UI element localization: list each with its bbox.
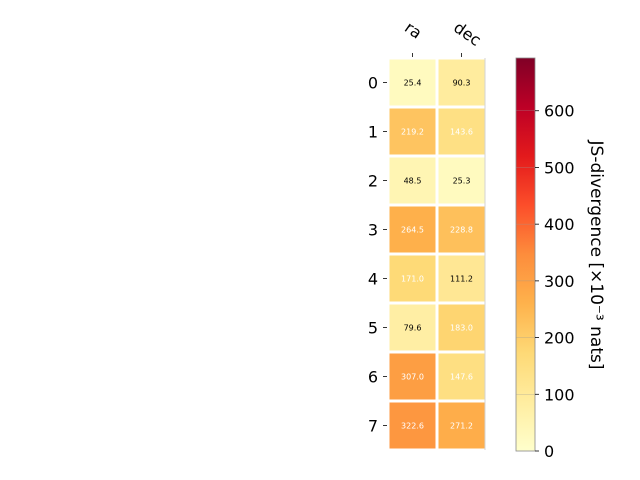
heatmap-cell (389, 157, 436, 204)
heatmap-cell (438, 402, 485, 449)
cell-value-label: 171.0 (401, 275, 424, 284)
row-tick-label: 1 (368, 123, 378, 142)
heatmap-cell (389, 255, 436, 302)
heatmap-cells: 25.4 90.3 219.2 143.6 48.5 25.3 264.5 228.8 171.… (389, 59, 485, 449)
colorbar-tick-label: 0 (544, 442, 554, 461)
cell-value-label: 79.6 (404, 324, 422, 333)
heatmap-cell (389, 304, 436, 351)
colorbar-tick-label: 400 (544, 215, 575, 234)
column-tick-label: dec (450, 18, 484, 50)
cell-value-label: 90.3 (453, 79, 471, 88)
colorbar-tick-label: 600 (544, 102, 575, 121)
colorbar: 0 100 200 300 400 500 600 JS-divergence [×10⁻³… (515, 57, 606, 461)
cell-value-label: 111.2 (450, 275, 473, 284)
cell-value-label: 271.2 (450, 422, 473, 431)
heatmap-cell (438, 108, 485, 155)
heatmap-cell (438, 255, 485, 302)
heatmap-cell (438, 59, 485, 106)
cell-value-label: 219.2 (401, 128, 424, 137)
row-tick-label: 2 (368, 172, 378, 191)
heatmap-cell (389, 108, 436, 155)
row-tick-label: 3 (368, 221, 378, 240)
row-tick-label: 5 (368, 319, 378, 338)
cell-value-label: 25.4 (404, 79, 422, 88)
heatmap-cell (438, 353, 485, 400)
cell-value-label: 147.6 (450, 373, 473, 382)
colorbar-tick-label: 200 (544, 329, 575, 348)
colorbar-ticks: 0 100 200 300 400 500 600 (516, 102, 575, 461)
heatmap-cell (389, 59, 436, 106)
row-tick-label: 0 (368, 74, 378, 93)
colorbar-tick-label: 100 (544, 385, 575, 404)
cell-value-label: 183.0 (450, 324, 473, 333)
column-tick-label: ra (401, 18, 425, 43)
row-tick-label: 7 (368, 417, 378, 436)
heatmap-cell (438, 157, 485, 204)
cell-value-label: 264.5 (401, 226, 424, 235)
cell-value-label: 48.5 (404, 177, 422, 186)
cell-value-label: 307.0 (401, 373, 424, 382)
row-tick-label: 6 (368, 368, 378, 387)
cell-value-label: 322.6 (401, 422, 424, 431)
colorbar-label: JS-divergence [×10⁻³ nats] (586, 140, 606, 370)
cell-value-label: 25.3 (453, 177, 471, 186)
heatmap-cell (438, 206, 485, 253)
colorbar-gradient (515, 57, 536, 452)
heatmap-cell (389, 353, 436, 400)
colorbar-tick-label: 500 (544, 158, 575, 177)
heatmap-cell (389, 402, 436, 449)
row-tick-label: 4 (368, 270, 378, 289)
cell-value-label: 143.6 (450, 128, 473, 137)
heatmap-cell (389, 206, 436, 253)
heatmap-cell (438, 304, 485, 351)
colorbar-tick-label: 300 (544, 272, 575, 291)
cell-value-label: 228.8 (450, 226, 473, 235)
